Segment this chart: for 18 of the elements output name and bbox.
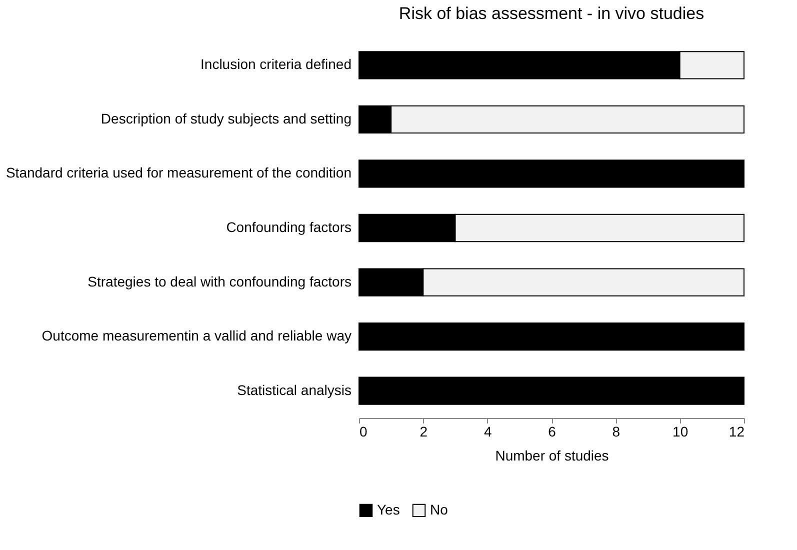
y-tick-label: Description of study subjects and setting — [100, 110, 352, 126]
y-tick-label: Strategies to deal with confounding factors — [88, 273, 352, 290]
x-tick-label: 0 — [360, 424, 368, 440]
y-tick-label: Statistical analysis — [237, 382, 352, 398]
y-tick-label: Standard criteria used for measurement of the condition — [6, 164, 352, 181]
x-tick-label: 12 — [728, 424, 745, 440]
x-tick-label: 4 — [484, 424, 492, 440]
x-tick-label: 6 — [548, 424, 556, 440]
x-tick-label: 2 — [420, 424, 428, 440]
y-tick-label: Outcome measurementin a vallid and reliable way — [42, 328, 352, 344]
y-tick-label: Confounding factors — [226, 219, 352, 235]
legend-label: Yes — [377, 501, 400, 518]
x-axis-title: Number of studies — [495, 448, 609, 464]
chart-title: Risk of bias assessment - in vivo studies — [398, 4, 704, 23]
x-tick-label: 8 — [612, 424, 620, 440]
y-tick-label: Inclusion criteria defined — [200, 56, 352, 72]
legend-label: No — [430, 501, 448, 518]
x-tick-label: 10 — [672, 424, 688, 440]
